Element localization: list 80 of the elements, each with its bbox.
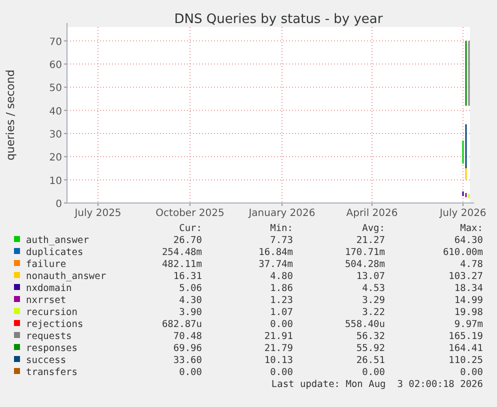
- legend-label: rejections: [26, 319, 84, 330]
- text: 504.28m: [344, 259, 386, 270]
- legend-label: requests: [26, 331, 72, 342]
- legend-label: transfers: [26, 367, 78, 378]
- legend-label: auth_answer: [26, 235, 90, 246]
- text: 110.25: [448, 355, 483, 366]
- text: 21.27: [356, 235, 385, 246]
- text: 558.40u: [344, 319, 385, 330]
- text: 21.79: [264, 343, 294, 354]
- text: 4.80: [270, 271, 294, 282]
- text: 1.86: [270, 283, 294, 294]
- text: 610.00m: [442, 247, 484, 258]
- y-tick-label: 70: [49, 36, 62, 48]
- text: 56.32: [356, 331, 385, 342]
- text: 1.23: [270, 295, 293, 306]
- text: 1.07: [270, 307, 293, 318]
- text: 254.48m: [162, 247, 202, 258]
- text: 0.00: [460, 367, 484, 378]
- legend-label: nxdomain: [26, 283, 72, 294]
- text: 26.51: [356, 355, 386, 366]
- x-tick-label: January 2026: [248, 208, 316, 219]
- text: 70.48: [173, 331, 202, 342]
- text: 0.00: [270, 319, 294, 330]
- text: 4.53: [362, 283, 385, 294]
- text: 3.22: [362, 307, 385, 318]
- text: 18.34: [454, 283, 484, 294]
- text: Max:: [460, 223, 483, 234]
- text: 64.30: [454, 235, 484, 246]
- text: 55.92: [356, 343, 385, 354]
- y-tick-label: 60: [49, 60, 62, 72]
- y-tick-label: 40: [49, 106, 62, 118]
- text: 4.30: [179, 295, 202, 306]
- x-tick-label: October 2025: [156, 208, 224, 219]
- text: 7.73: [270, 235, 293, 246]
- text: 14.99: [454, 295, 484, 306]
- text: 682.87u: [162, 319, 202, 330]
- text: 37.74m: [258, 259, 294, 270]
- x-tick-label: July 2025: [74, 208, 122, 219]
- legend-label: responses: [26, 343, 78, 354]
- text: 19.98: [454, 307, 484, 318]
- legend-label: nonauth_answer: [26, 271, 106, 282]
- text: 165.19: [448, 331, 484, 342]
- x-tick-label: April 2026: [346, 208, 398, 219]
- text: 33.60: [173, 355, 202, 366]
- text: 5.06: [179, 283, 202, 294]
- legend-label: nxrrset: [26, 295, 66, 306]
- text: 3.90: [179, 307, 202, 318]
- text: 0.00: [179, 367, 202, 378]
- text: 10.13: [264, 355, 293, 366]
- y-tick-label: 50: [49, 83, 62, 94]
- text: 4.78: [460, 259, 484, 270]
- text: 16.31: [173, 271, 202, 282]
- y-tick-label: 20: [49, 152, 62, 164]
- y-tick-label: 10: [49, 176, 62, 187]
- text: Cur:: [179, 223, 202, 234]
- legend-label: recursion: [26, 307, 78, 318]
- x-tick-label: July 2026: [438, 208, 486, 219]
- chart-title: DNS Queries by status - by year: [174, 12, 384, 27]
- legend-label: duplicates: [26, 247, 84, 258]
- y-tick-label: 0: [56, 199, 62, 210]
- text: 13.07: [356, 271, 385, 282]
- text: 0.00: [362, 367, 386, 378]
- text: 170.71m: [344, 247, 386, 258]
- text: 69.96: [173, 343, 202, 354]
- text: 16.84m: [258, 247, 294, 258]
- y-axis-title: queries / second: [4, 70, 17, 160]
- text: 164.41: [448, 343, 484, 354]
- text: 26.70: [173, 235, 202, 246]
- text: 9.97m: [454, 319, 484, 330]
- text: 482.11m: [162, 259, 202, 270]
- legend-label: failure: [26, 259, 66, 270]
- text: Last update: Mon Aug 3 02:00:18 2026: [271, 379, 484, 390]
- text: Avg:: [362, 223, 385, 234]
- text: 3.29: [362, 295, 386, 306]
- text: 21.91: [264, 331, 294, 342]
- text: Min:: [270, 223, 293, 234]
- legend-label: success: [26, 355, 66, 366]
- text: 103.27: [448, 271, 483, 282]
- y-tick-label: 30: [49, 130, 62, 141]
- text: 0.00: [270, 367, 294, 378]
